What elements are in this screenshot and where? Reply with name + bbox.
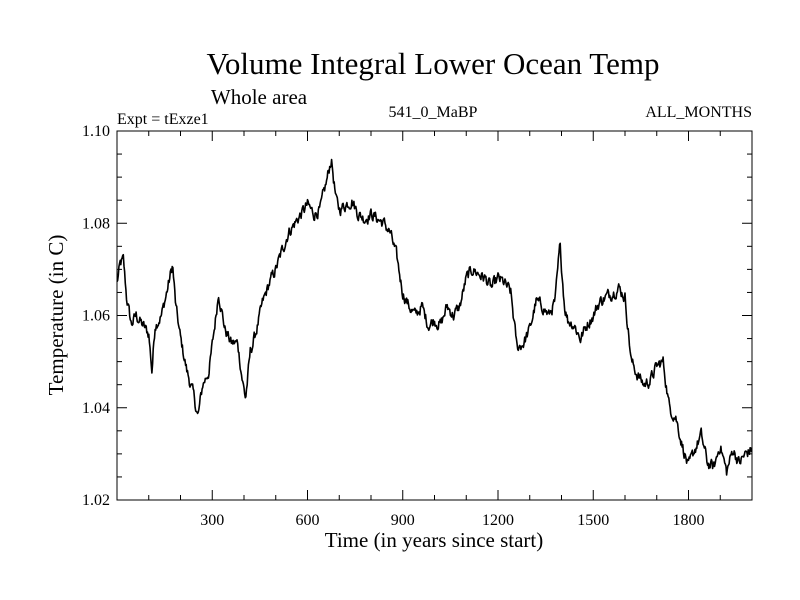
x-tick-label: 900: [391, 512, 415, 529]
chart-subtitle: Whole area: [211, 85, 308, 109]
y-tick-label: 1.04: [82, 400, 110, 417]
x-tick-label: 600: [296, 512, 320, 529]
temperature-series-line: [116, 158, 753, 476]
y-axis-label: Temperature (in C): [44, 235, 68, 396]
experiment-label: Expt = tExze1: [117, 111, 209, 128]
y-tick-label: 1.02: [82, 492, 110, 509]
chart-title: Volume Integral Lower Ocean Temp: [207, 46, 660, 81]
x-tick-label: 1800: [673, 512, 705, 529]
x-tick-label: 300: [200, 512, 224, 529]
y-tick-label: 1.08: [82, 215, 110, 232]
y-axis-ticks: [117, 153, 752, 478]
y-tick-label: 1.10: [82, 123, 110, 140]
period-label: 541_0_MaBP: [389, 104, 478, 121]
x-axis-ticks: [148, 131, 721, 500]
months-label: ALL_MONTHS: [645, 104, 752, 121]
x-axis-tick-labels: 300 600 900 1200 1500 1800: [200, 512, 704, 529]
y-tick-label: 1.06: [82, 308, 110, 325]
x-axis-label: Time (in years since start): [325, 528, 544, 552]
x-tick-label: 1500: [577, 512, 609, 529]
y-axis-tick-labels: 1.02 1.04 1.06 1.08 1.10: [82, 123, 110, 509]
x-tick-label: 1200: [482, 512, 514, 529]
plot-frame: [116, 130, 753, 501]
